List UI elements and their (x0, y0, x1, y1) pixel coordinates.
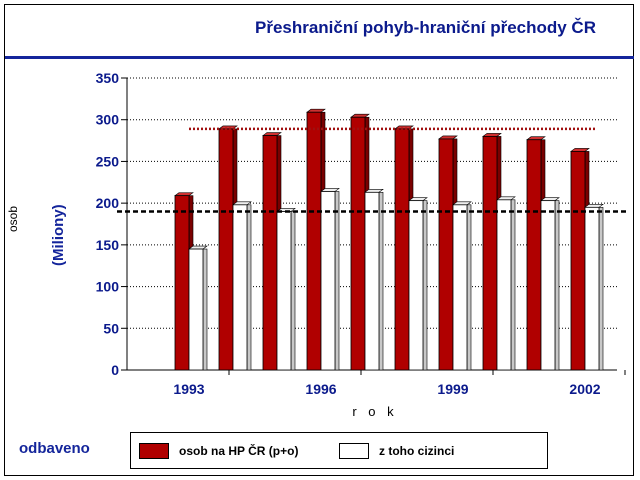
y-axis-label: (Miliony) (50, 204, 67, 266)
x-tick-label: 2002 (569, 381, 600, 397)
bar-foreigners (188, 248, 204, 371)
bar-foreigners-side (466, 204, 472, 371)
bar-foreigners-side (422, 200, 428, 371)
y-tick-label: 200 (96, 195, 120, 211)
bar-total (482, 135, 498, 371)
y-tick-label: 100 (96, 279, 120, 295)
bar-foreigners-side (554, 200, 560, 371)
bar-foreigners (540, 200, 556, 371)
bar-total (350, 116, 366, 371)
legend-label-foreigners: z toho cizinci (379, 444, 455, 458)
y-tick-label: 150 (96, 237, 120, 253)
bar-total (526, 139, 542, 371)
legend: osob na HP ČR (p+o) z toho cizinci (130, 432, 548, 469)
legend-swatch-foreigners (339, 443, 369, 459)
y-tick-label: 50 (103, 320, 119, 336)
x-axis-label: r o k (352, 404, 398, 419)
bar-total (570, 151, 586, 371)
chart-title: Přeshraniční pohyb-hraniční přechody ČR (254, 18, 596, 37)
bar-foreigners-side (202, 248, 208, 371)
bar-total (262, 135, 278, 371)
bar-foreigners (364, 191, 380, 371)
legend-item-foreigners: z toho cizinci (339, 442, 454, 460)
y-axis-label-small: osob (6, 205, 20, 232)
title-divider (5, 56, 634, 59)
legend-label-total: osob na HP ČR (p+o) (179, 444, 299, 458)
bar-foreigners (232, 204, 248, 371)
bar-foreigners (276, 211, 292, 371)
y-tick-label: 350 (96, 70, 120, 86)
legend-swatch-total (139, 443, 169, 459)
x-tick-label: 1999 (437, 381, 468, 397)
bar-total (174, 195, 190, 371)
bar-foreigners-side (378, 191, 384, 371)
bar-total (438, 138, 454, 371)
bar-foreigners (496, 199, 512, 371)
chart-frame (4, 4, 634, 476)
bar-foreigners-side (510, 199, 516, 371)
bar-total (394, 128, 410, 371)
bar-foreigners (320, 191, 336, 371)
bar-foreigners-side (598, 207, 604, 371)
y-tick-label: 0 (111, 362, 119, 378)
bar-foreigners-side (290, 211, 296, 371)
bar-total (306, 111, 322, 371)
x-tick-label: 1996 (305, 381, 336, 397)
x-tick-label: 1993 (173, 381, 204, 397)
bar-foreigners (584, 206, 600, 371)
legend-item-total: osob na HP ČR (p+o) (139, 442, 298, 460)
bar-foreigners (452, 204, 468, 371)
bar-foreigners (408, 200, 424, 371)
bar-total (218, 128, 234, 371)
y-tick-label: 300 (96, 112, 120, 128)
bar-foreigners-side (334, 191, 340, 371)
y-tick-label: 250 (96, 153, 120, 169)
bar-foreigners-side (246, 204, 252, 371)
footer-label: odbaveno (19, 440, 90, 457)
